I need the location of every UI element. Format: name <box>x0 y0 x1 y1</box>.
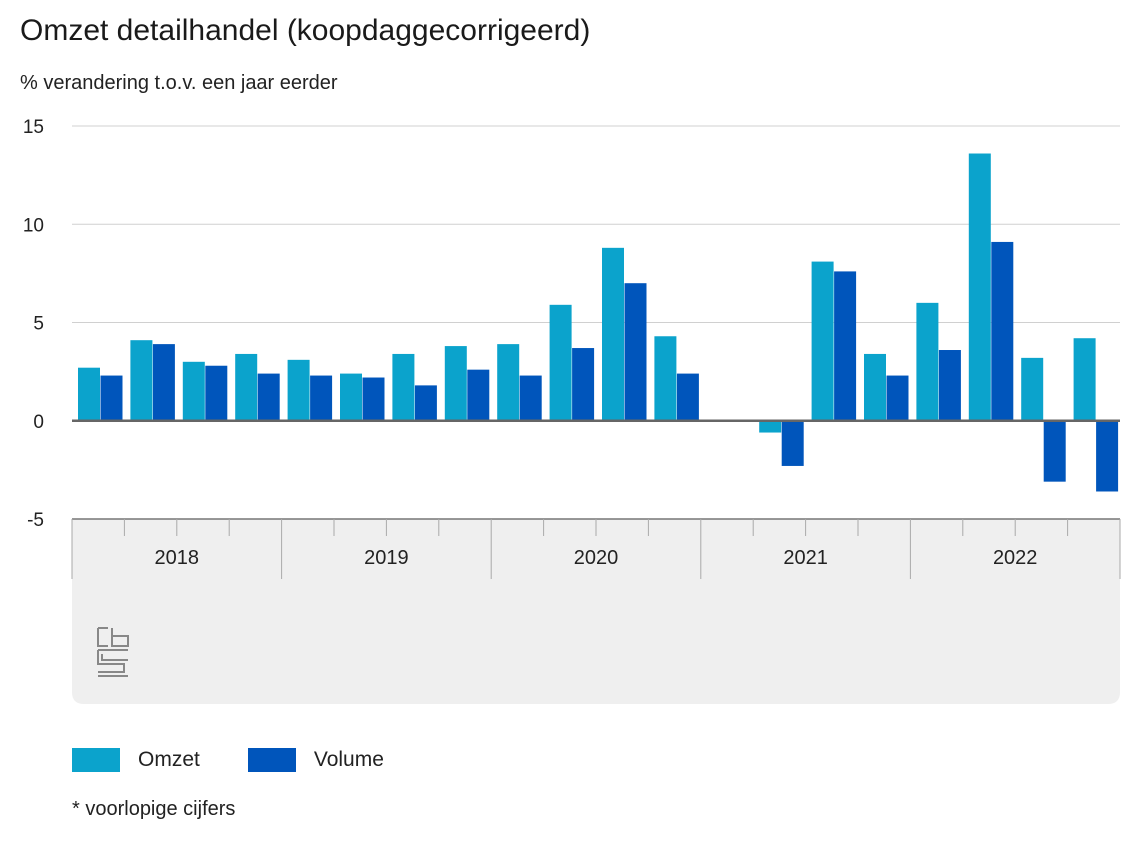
bar-volume <box>781 420 804 466</box>
bar-volume <box>310 375 333 421</box>
legend-item-omzet[interactable]: Omzet <box>72 748 200 772</box>
bar-omzet <box>235 353 258 421</box>
bar-volume <box>676 373 699 421</box>
bar-omzet <box>497 344 520 421</box>
bar-omzet <box>340 373 362 421</box>
bar-chart: 15 10 5 0 -5 2018 2019 2020 2021 2022 <box>23 117 1121 704</box>
footnote: * voorlopige cijfers <box>72 798 236 820</box>
bar-omzet <box>78 367 100 421</box>
cbs-logo-icon <box>97 627 129 677</box>
bar-omzet <box>182 361 205 421</box>
y-tick-label: 0 <box>33 412 44 433</box>
x-tick-label: 2021 <box>783 547 828 569</box>
chart-subtitle: % verandering t.o.v. een jaar eerder <box>20 72 338 94</box>
bar-volume <box>991 241 1014 421</box>
bar-omzet <box>602 247 624 421</box>
x-axis-band <box>72 519 1120 704</box>
bar-omzet <box>864 353 886 421</box>
legend-swatch-omzet <box>72 748 120 772</box>
bar-volume <box>152 344 175 421</box>
bar-volume <box>624 283 647 421</box>
y-tick-label: -5 <box>27 510 44 531</box>
legend-label-volume: Volume <box>313 748 384 771</box>
bar-omzet <box>549 304 572 421</box>
y-tick-label: 10 <box>23 215 44 236</box>
legend-item-volume[interactable]: Volume <box>247 748 384 772</box>
bar-volume <box>414 385 437 421</box>
y-tick-label: 5 <box>33 314 44 335</box>
y-tick-label: 15 <box>23 117 44 138</box>
bar-omzet <box>1021 357 1044 421</box>
bar-omzet <box>654 336 677 421</box>
bar-omzet <box>444 346 467 421</box>
bar-volume <box>519 375 542 421</box>
legend-label-omzet: Omzet <box>138 748 200 771</box>
bar-omzet <box>811 261 834 421</box>
x-tick-label: 2020 <box>574 547 619 569</box>
bar-omzet <box>968 153 991 421</box>
bar-omzet <box>916 302 939 421</box>
bar-omzet <box>287 359 310 421</box>
bar-volume <box>938 350 961 421</box>
bar-volume <box>886 375 909 421</box>
x-tick-label: 2018 <box>155 547 200 569</box>
bar-volume <box>1043 420 1066 482</box>
chart-title: Omzet detailhandel (koopdaggecorrigeerd) <box>20 14 591 47</box>
x-tick-label: 2022 <box>993 547 1038 569</box>
bar-volume <box>1096 420 1119 492</box>
bar-omzet <box>392 353 415 421</box>
bar-omzet <box>759 420 782 433</box>
bar-omzet <box>130 340 153 421</box>
bar-volume <box>257 373 280 421</box>
bar-volume <box>205 365 228 421</box>
x-tick-label: 2019 <box>364 547 409 569</box>
bar-volume <box>834 271 857 421</box>
legend-swatch-volume <box>247 748 296 772</box>
legend: Omzet Volume <box>72 748 432 772</box>
bar-volume <box>467 369 490 421</box>
bar-volume <box>100 375 123 421</box>
bar-volume <box>572 348 595 421</box>
bar-omzet <box>1073 338 1096 421</box>
bar-volume <box>362 377 385 421</box>
